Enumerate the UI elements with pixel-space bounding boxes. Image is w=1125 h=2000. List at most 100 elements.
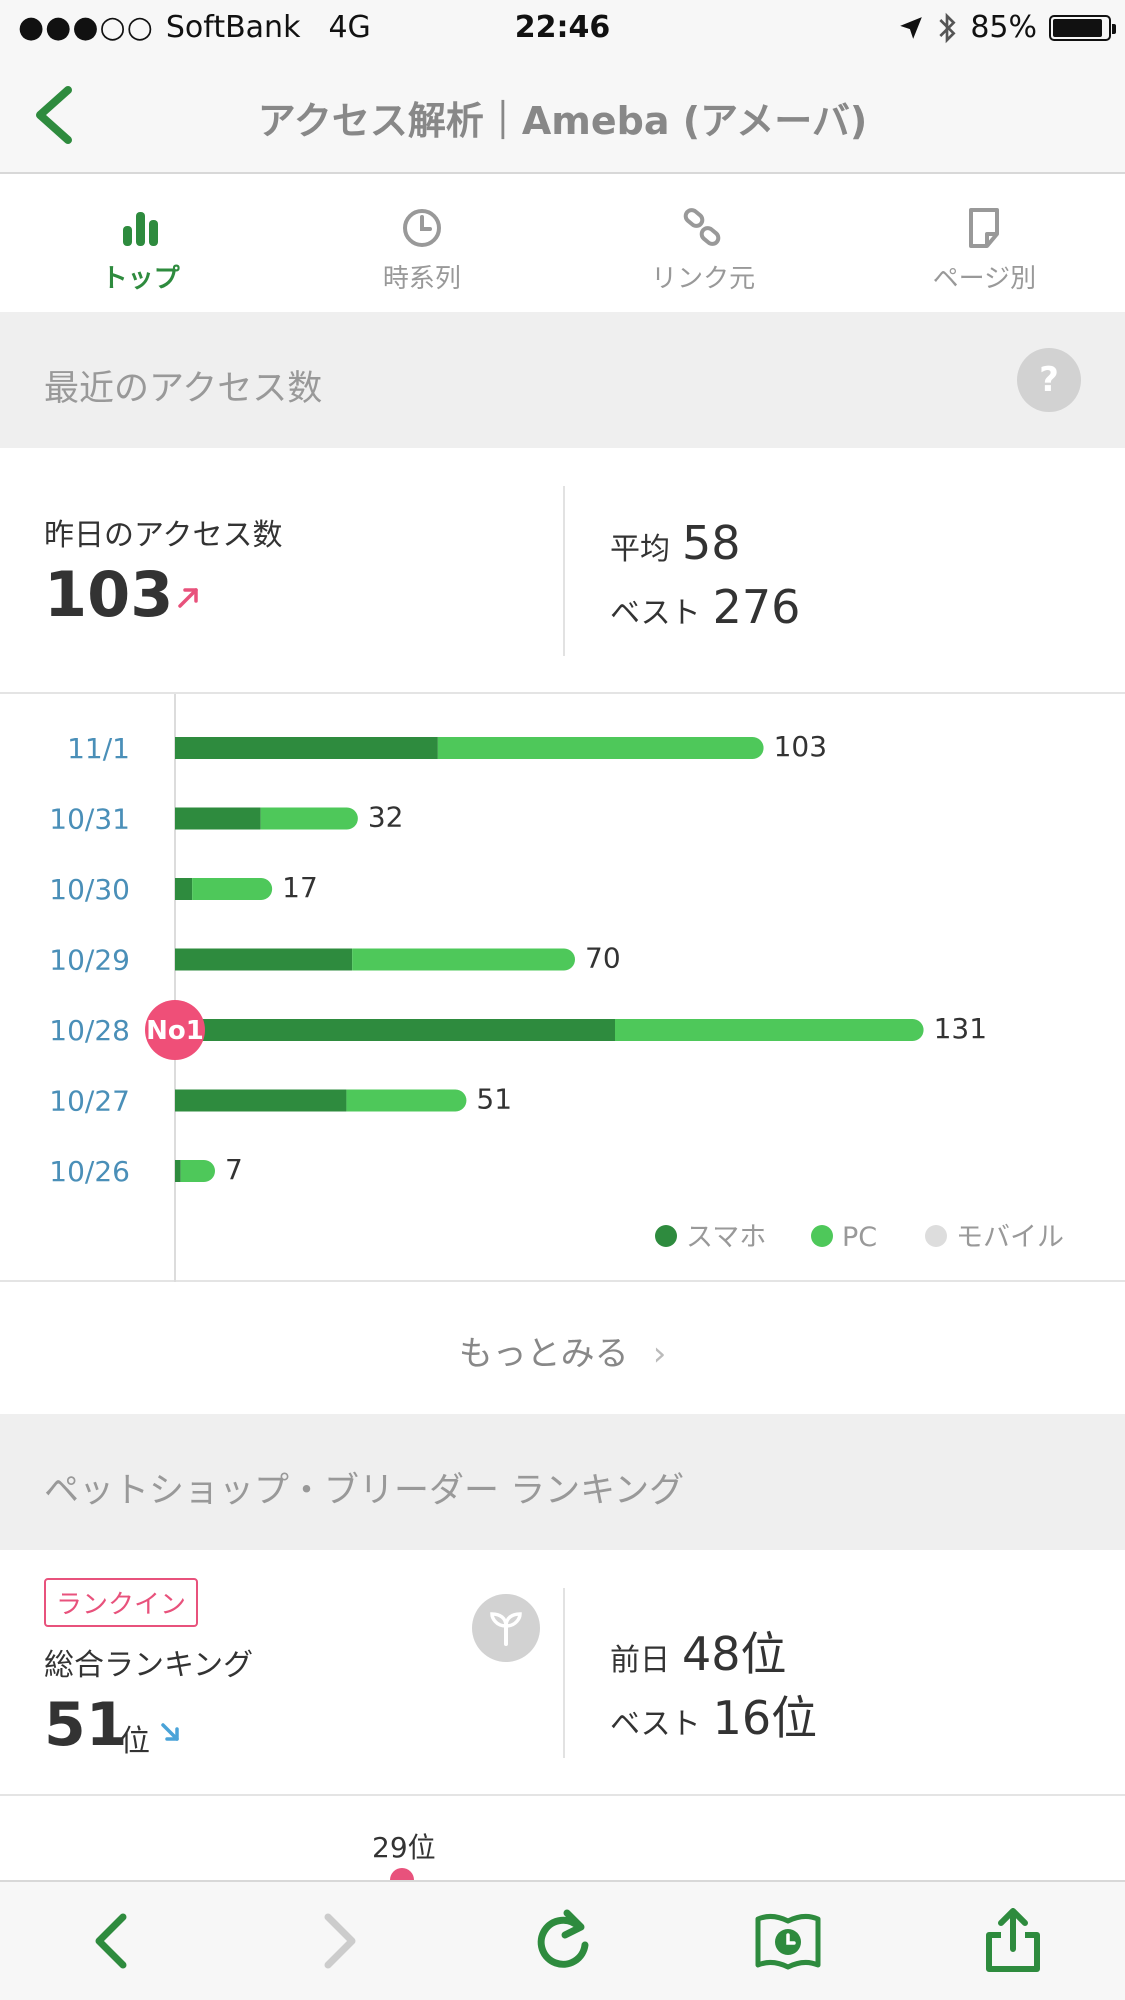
battery-percent: 85% [970, 10, 1037, 45]
bar-date-label: 10/31 [49, 803, 130, 836]
ranking-section-title: ペットショップ・ブリーダー ランキング [44, 1471, 685, 1511]
legend-swatch [655, 1225, 677, 1247]
summary-divider [563, 486, 565, 656]
bluetooth-icon [939, 12, 956, 43]
link-icon [683, 208, 721, 246]
navigation-bar: アクセス解析｜Ameba (アメーバ) [0, 56, 1125, 174]
ranking-chart: 29位 [0, 1796, 1125, 1880]
back-icon [95, 1913, 126, 1969]
ranking-summary: ランクイン 総合ランキング 51 位 前日 48位 ベスト 16位 [0, 1550, 1125, 1796]
tab-timeline[interactable]: 時系列 [281, 174, 562, 312]
browser-forward-button[interactable] [298, 1901, 378, 1981]
total-ranking-unit: 位 [120, 1724, 150, 1759]
access-bar-chart-svg: 11/1 103 10/31 32 10/30 17 10/29 70 10/28 131 No1 1… [49, 694, 1064, 1282]
forward-icon [324, 1913, 355, 1969]
bar-value-label: 32 [368, 801, 404, 834]
tab-referrer[interactable]: リンク元 [563, 174, 844, 312]
bar-date-label: 10/30 [49, 873, 130, 906]
average-stat: 平均 58 [610, 516, 741, 570]
bar-segment-pc [615, 1019, 924, 1041]
bar-segment-pc [346, 1089, 467, 1112]
legend-label: モバイル [956, 1222, 1064, 1253]
battery-icon [1049, 14, 1116, 41]
bar-value-label: 70 [585, 942, 621, 975]
best-rank-label: ベスト [610, 1707, 701, 1742]
bar-date-label: 10/28 [49, 1014, 130, 1047]
legend-label: PC [842, 1222, 877, 1253]
prev-day-rank: 前日 48位 [610, 1618, 787, 1684]
ranking-divider [563, 1588, 565, 1758]
bar-segment-smartphone [175, 948, 353, 971]
browser-back-button[interactable] [73, 1901, 153, 1981]
bar-segment-smartphone [175, 737, 438, 759]
tab-referrer-label: リンク元 [651, 264, 756, 294]
more-label: もっとみる [458, 1334, 629, 1374]
access-section-title: 最近のアクセス数 [44, 369, 323, 409]
reload-icon [537, 1909, 588, 1968]
trend-up-icon [178, 588, 198, 608]
rank-in-badge: ランクイン [44, 1578, 199, 1627]
no1-badge [145, 1000, 205, 1060]
genre-button[interactable] [472, 1594, 540, 1662]
access-summary: 昨日のアクセス数 103 平均 58 ベスト 276 [0, 448, 1125, 694]
bar-value-label: 51 [476, 1083, 512, 1116]
best-stat: ベスト 276 [610, 580, 800, 634]
yesterday-value: 103 [44, 558, 174, 631]
reload-button[interactable] [523, 1901, 603, 1981]
tab-bar: トップ 時系列 リンク元 ページ別 [0, 174, 1125, 312]
ranking-peak-point [390, 1868, 414, 1880]
status-bar: ●●●○○ SoftBank 4G 22:46 85% [0, 0, 1125, 56]
tab-timeline-label: 時系列 [382, 264, 461, 294]
clock-icon [402, 209, 441, 247]
bar-segment-pc [260, 807, 358, 830]
tab-top[interactable]: トップ [0, 174, 281, 312]
back-button[interactable] [26, 82, 86, 148]
bar-segment-smartphone [175, 1160, 181, 1182]
sprout-icon [490, 1612, 522, 1646]
prev-day-value: 48位 [682, 1627, 787, 1681]
chevron-right-icon: › [652, 1334, 667, 1374]
bookmarks-icon [755, 1913, 820, 1970]
ranking-peak-label: 29位 [372, 1831, 436, 1864]
bar-value-label: 7 [225, 1153, 243, 1186]
bar-segment-pc [437, 737, 764, 759]
share-icon [985, 1908, 1040, 1972]
chevron-left-icon [36, 86, 72, 144]
tab-pages[interactable]: ページ別 [844, 174, 1125, 312]
status-time: 22:46 [514, 10, 611, 45]
bar-value-label: 131 [934, 1012, 987, 1045]
status-left: ●●●○○ SoftBank 4G [18, 10, 371, 45]
no1-badge-label: No1 [146, 1016, 204, 1046]
bar-value-label: 103 [774, 730, 827, 763]
tab-pages-label: ページ別 [932, 264, 1037, 294]
page-title: アクセス解析｜Ameba (アメーバ) [257, 99, 868, 143]
signal-strength-icon: ●●●○○ [18, 10, 154, 45]
legend-label: スマホ [686, 1222, 766, 1253]
access-bar-chart: 11/1 103 10/31 32 10/30 17 10/29 70 10/28 131 No1 1… [0, 694, 1125, 1282]
best-label: ベスト [610, 596, 701, 631]
prev-day-label: 前日 [610, 1643, 670, 1678]
bar-segment-smartphone [175, 807, 261, 830]
total-ranking-value: 51 [44, 1690, 128, 1760]
browser-toolbar [0, 1880, 1125, 2000]
bar-segment-smartphone [175, 1019, 615, 1041]
total-ranking-label: 総合ランキング [44, 1648, 254, 1683]
bar-value-label: 17 [282, 871, 318, 904]
legend-swatch [811, 1225, 833, 1247]
more-button[interactable]: もっとみる › [0, 1282, 1125, 1414]
tab-top-label: トップ [101, 264, 180, 294]
yesterday-label: 昨日のアクセス数 [44, 518, 283, 553]
page-icon [969, 208, 1000, 248]
location-icon [900, 16, 923, 39]
help-button[interactable]: ? [1017, 348, 1081, 412]
bar-date-label: 11/1 [67, 732, 130, 765]
ranking-section-header: ペットショップ・ブリーダー ランキング [0, 1414, 1125, 1550]
best-value: 276 [712, 580, 801, 634]
best-rank-value: 16位 [712, 1691, 818, 1745]
bookmarks-button[interactable] [748, 1901, 828, 1981]
legend-swatch [925, 1225, 947, 1247]
network-type: 4G [328, 10, 371, 45]
bar-date-label: 10/27 [49, 1085, 130, 1118]
bar-date-label: 10/26 [49, 1155, 130, 1188]
share-button[interactable] [973, 1901, 1053, 1981]
